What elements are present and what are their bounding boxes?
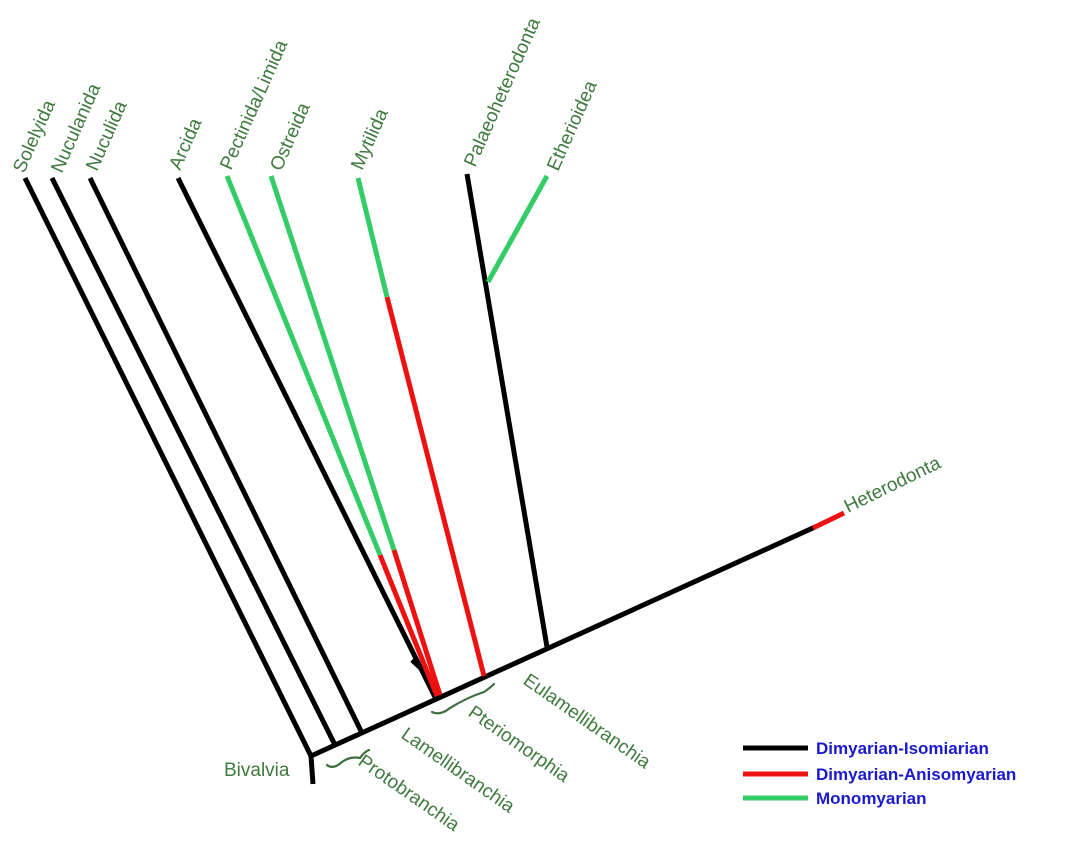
branch-mytilida-base bbox=[384, 296, 487, 677]
label-arcida: Arcida bbox=[165, 115, 206, 173]
label-ostreida: Ostreida bbox=[266, 99, 315, 174]
branch-pectinida-limida bbox=[224, 175, 383, 556]
branch-solelyida bbox=[22, 176, 314, 758]
legend-label-anisomyarian: Dimyarian-Anisomyarian bbox=[816, 765, 1016, 784]
branch-arcida bbox=[175, 176, 438, 699]
legend-label-isomiarian: Dimyarian-Isomiarian bbox=[816, 739, 989, 758]
branch-heterodonta-tip bbox=[811, 510, 846, 531]
branch-pectinida-limida-base bbox=[377, 554, 440, 697]
label-bivalvia: Bivalvia bbox=[224, 760, 290, 781]
branch-etherioidea bbox=[485, 174, 550, 284]
branch-ostreida bbox=[268, 175, 397, 551]
label-palaeoheterodonta: Palaeoheterodonta bbox=[460, 14, 545, 170]
branch-mytilida bbox=[355, 177, 390, 298]
legend-label-monomyarian: Monomyarian bbox=[816, 789, 927, 808]
branch-palaeoheterodonta bbox=[464, 173, 550, 648]
bracket-pteriomorphia bbox=[430, 682, 496, 715]
branch-ostreida-base bbox=[391, 549, 443, 696]
backbone bbox=[309, 524, 817, 759]
bracket-protobranchia bbox=[325, 748, 371, 769]
branch-nuculida bbox=[87, 176, 365, 735]
legend: Dimyarian-Isomiarian Dimyarian-Anisomyar… bbox=[743, 739, 1016, 808]
root-stem bbox=[308, 755, 316, 785]
label-heterodonta: Heterodonta bbox=[841, 453, 945, 518]
branch-arcida-join bbox=[410, 658, 427, 674]
label-mytilida: Mytilida bbox=[347, 105, 393, 173]
branch-nuculanida bbox=[49, 176, 338, 747]
label-etherioidea: Etherioidea bbox=[543, 77, 601, 174]
